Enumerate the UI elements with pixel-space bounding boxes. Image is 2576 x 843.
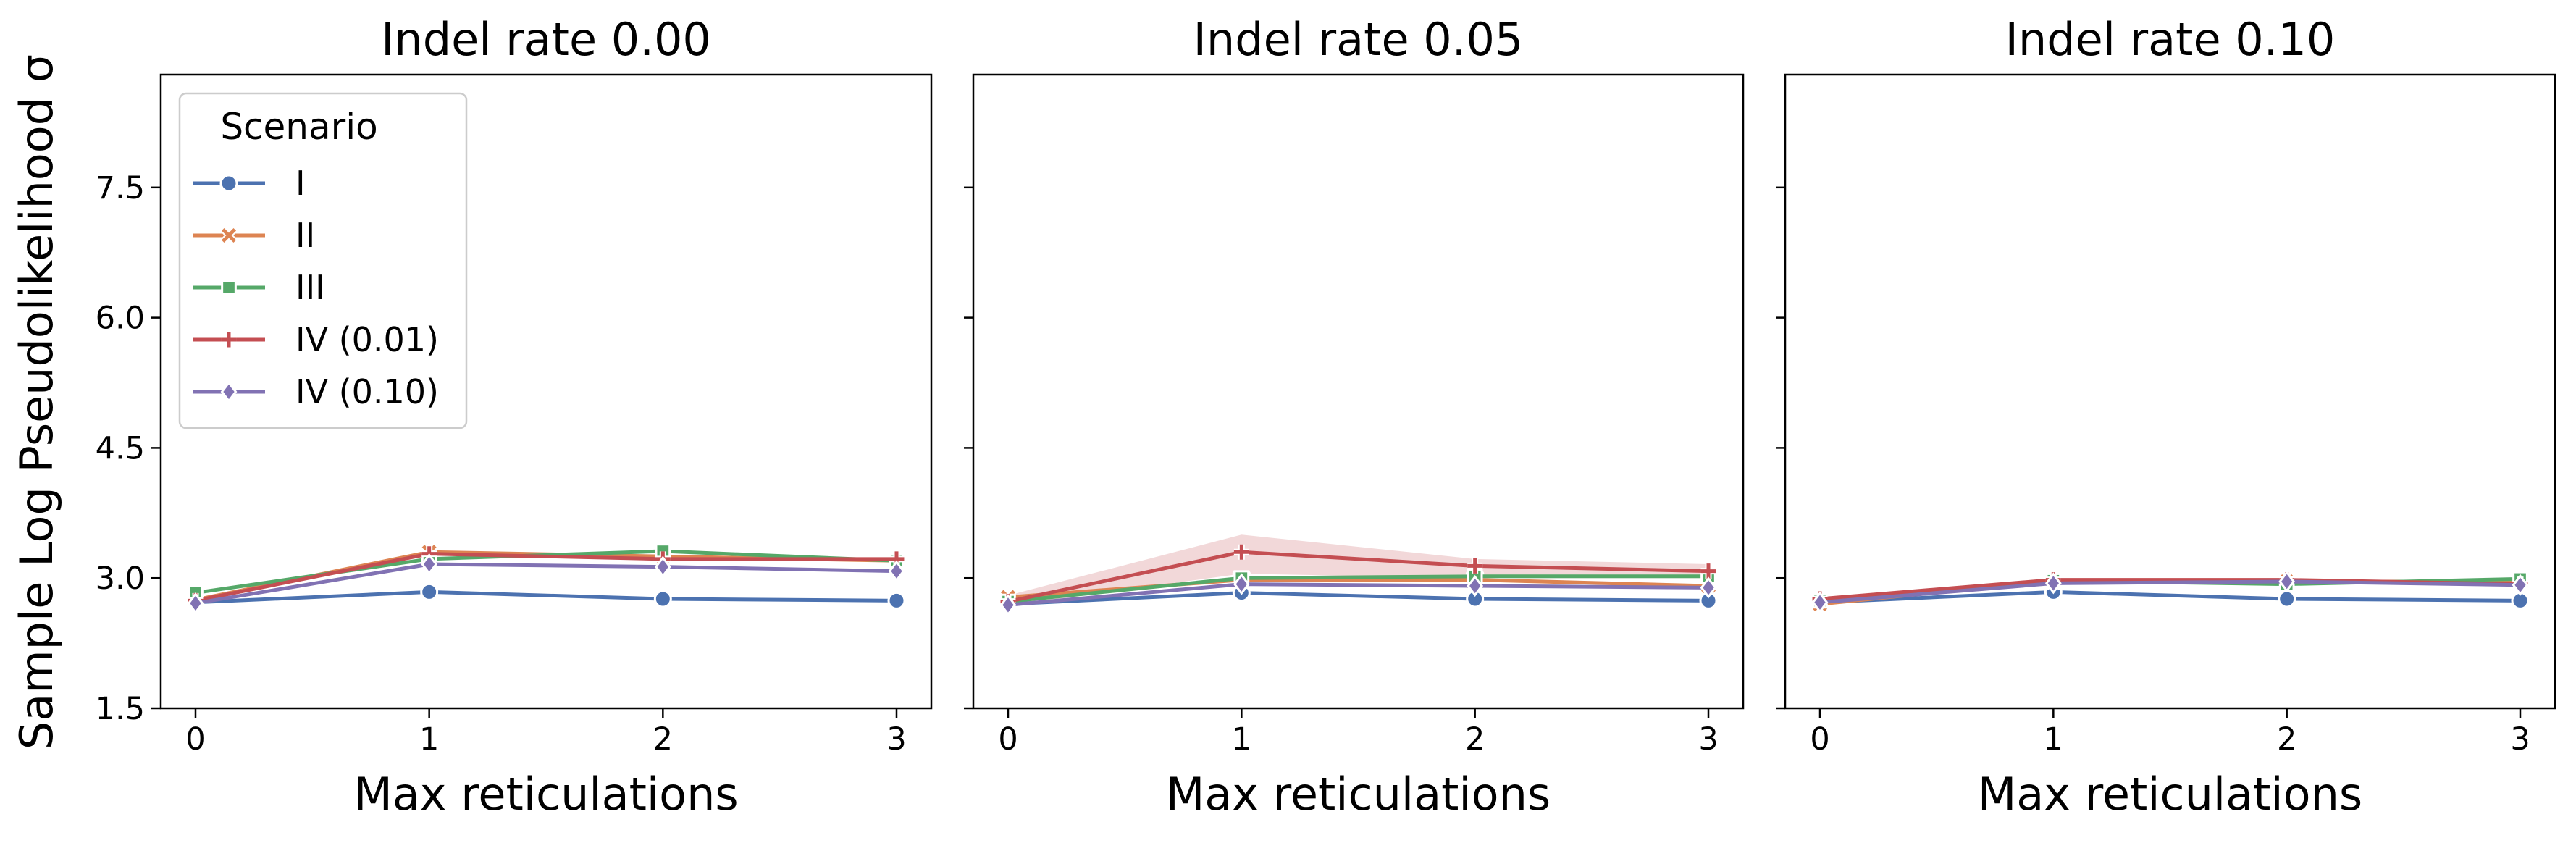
data-point — [654, 555, 671, 578]
data-point — [1233, 544, 1249, 560]
data-point — [1233, 573, 1250, 595]
chart-panels: Indel rate 0.00 1.5 3.0 4.5 6.0 7.5 0 1 2 3 Max re… — [96, 13, 2556, 821]
legend-box — [178, 92, 468, 429]
legend-entry-label: IV (0.01) — [295, 320, 439, 359]
panel-title: Indel rate 0.10 — [2005, 13, 2336, 66]
data-point — [1811, 591, 1829, 613]
legend-marker — [220, 380, 238, 403]
data-point — [999, 594, 1017, 616]
x-tick-label: 1 — [2044, 721, 2063, 758]
x-axis-label: Max reticulations — [353, 768, 738, 821]
plot-frame — [1784, 73, 2556, 710]
series-line — [1819, 579, 2521, 605]
series-line — [195, 552, 897, 603]
x-tick-label: 3 — [2510, 721, 2530, 758]
x-tick-label: 1 — [419, 721, 439, 758]
series-line — [195, 562, 897, 605]
x-tick-label: 1 — [1232, 721, 1251, 758]
legend-entry-label: IV (0.10) — [295, 372, 439, 411]
data-point — [888, 560, 905, 582]
data-point — [187, 592, 204, 615]
panel-title: Indel rate 0.00 — [381, 13, 711, 66]
y-axis-label: Sample Log Pseudolikelihood σ — [10, 54, 63, 750]
series-line — [1007, 582, 1709, 607]
y-tick-label: 4.5 — [96, 430, 145, 466]
x-tick-label: 0 — [998, 721, 1018, 758]
legend-entry-label: III — [295, 268, 325, 307]
legend-entry-label: II — [295, 216, 315, 255]
y-tick-label: 1.5 — [96, 691, 145, 727]
series-group — [1811, 582, 2530, 612]
x-tick-label: 2 — [2277, 721, 2296, 758]
y-tick-label: 7.5 — [96, 170, 145, 206]
x-tick-label: 2 — [1465, 721, 1485, 758]
chart-panel-3: Indel rate 0.10 0 1 2 3 Max reticulations — [1776, 13, 2556, 821]
data-point — [1467, 574, 1484, 597]
series-group — [999, 573, 1717, 616]
data-point — [2512, 574, 2529, 596]
data-point — [1700, 563, 1716, 579]
x-axis-label: Max reticulations — [1978, 768, 2362, 821]
y-tick-label: 3.0 — [96, 561, 145, 597]
series-line — [1007, 574, 1708, 604]
chart-panel-1: Indel rate 0.00 1.5 3.0 4.5 6.0 7.5 0 1 2 3 Max re… — [96, 13, 933, 821]
y-tick-label: 6.0 — [96, 301, 145, 337]
legend-marker — [221, 332, 237, 348]
data-point — [1467, 558, 1483, 574]
data-point — [887, 591, 906, 610]
x-tick-label: 3 — [1698, 721, 1718, 758]
data-point — [1700, 576, 1717, 599]
series-group — [1811, 570, 2529, 613]
x-axis-label: Max reticulations — [1166, 768, 1551, 821]
data-point — [2044, 572, 2062, 595]
panel-title: Indel rate 0.05 — [1193, 13, 1524, 66]
chart-panel-2: Indel rate 0.05 0 1 2 3 Max reticulations — [964, 13, 1745, 821]
legend-title: Scenario — [220, 106, 377, 148]
x-tick-label: 3 — [886, 721, 906, 758]
plot-frame — [972, 73, 1745, 710]
data-point — [653, 590, 672, 608]
confidence-band — [1008, 534, 1708, 606]
legend-marker — [219, 226, 238, 245]
x-tick-label: 0 — [1810, 721, 1829, 758]
plot-frame — [159, 73, 933, 710]
x-tick-label: 2 — [653, 721, 673, 758]
legend-marker — [221, 280, 237, 295]
data-point — [421, 553, 438, 576]
data-point — [2278, 570, 2296, 593]
data-point — [2278, 590, 2296, 608]
x-tick-label: 0 — [185, 721, 205, 758]
data-point — [420, 582, 439, 601]
series-line — [1007, 591, 1709, 606]
series-line — [1819, 590, 2521, 605]
series-line — [1007, 550, 1709, 604]
series-line — [195, 590, 897, 605]
legend-marker — [219, 174, 238, 193]
legend-entry-label: I — [295, 164, 306, 203]
series-group — [187, 553, 905, 615]
